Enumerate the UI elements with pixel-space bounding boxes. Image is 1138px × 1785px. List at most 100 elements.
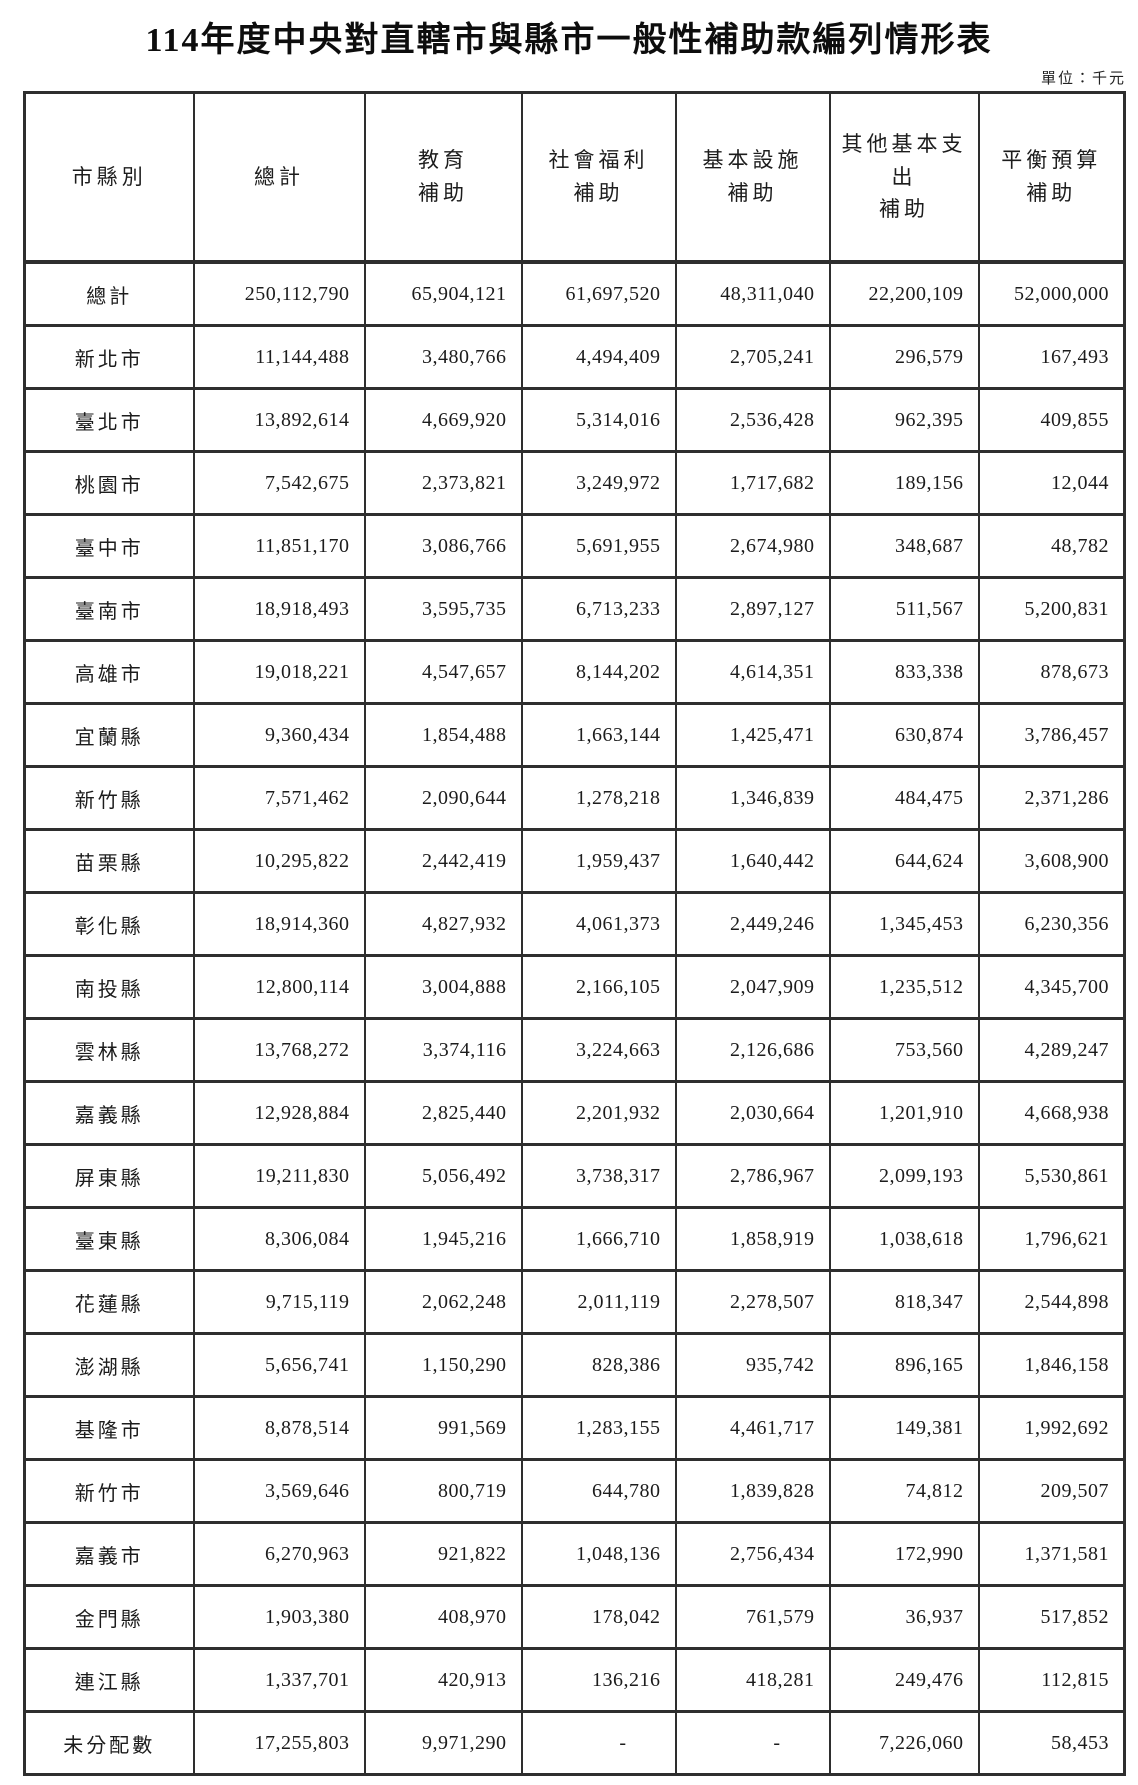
table-row: 南投縣 12,800,114 3,004,888 2,166,105 2,047,909… <box>23 954 1126 1020</box>
cell-value: 2,674,980 <box>674 513 831 579</box>
cell-value: 2,011,119 <box>520 1269 677 1335</box>
table-body: 總計 250,112,790 65,904,121 61,697,520 48,311,… <box>23 260 1126 1776</box>
row-label: 總計 <box>23 260 195 327</box>
cell-value: 4,461,717 <box>674 1395 831 1461</box>
cell-value: 178,042 <box>520 1584 677 1650</box>
table-row: 雲林縣 13,768,272 3,374,116 3,224,663 2,126,686… <box>23 1017 1126 1083</box>
cell-value: 61,697,520 <box>520 260 677 327</box>
row-label: 南投縣 <box>23 954 195 1020</box>
cell-value: 348,687 <box>828 513 980 579</box>
cell-value: 1,846,158 <box>977 1332 1126 1398</box>
cell-value: 2,201,932 <box>520 1080 677 1146</box>
cell-value: 2,544,898 <box>977 1269 1126 1335</box>
row-label: 基隆市 <box>23 1395 195 1461</box>
cell-value: 1,201,910 <box>828 1080 980 1146</box>
cell-value: 22,200,109 <box>828 260 980 327</box>
cell-value: 7,542,675 <box>192 450 366 516</box>
table-row: 基隆市 8,878,514 991,569 1,283,155 4,461,717 149… <box>23 1395 1126 1461</box>
row-label: 澎湖縣 <box>23 1332 195 1398</box>
table-row: 未分配數 17,255,803 9,971,290- -7,226,060 58,453 <box>23 1710 1126 1776</box>
cell-value: 1,959,437 <box>520 828 677 894</box>
row-label: 嘉義縣 <box>23 1080 195 1146</box>
cell-value: 2,536,428 <box>674 387 831 453</box>
cell-value: 484,475 <box>828 765 980 831</box>
cell-value: 9,715,119 <box>192 1269 366 1335</box>
cell-value: 12,044 <box>977 450 1126 516</box>
page-title: 114年度中央對直轄市與縣市一般性補助款編列情形表 <box>145 22 993 59</box>
table-row: 花蓮縣 9,715,119 2,062,248 2,011,119 2,278,507 8… <box>23 1269 1126 1335</box>
table-row: 新竹縣 7,571,462 2,090,644 1,278,218 1,346,839 4… <box>23 765 1126 831</box>
cell-value: 19,211,830 <box>192 1143 366 1209</box>
cell-value: 3,374,116 <box>363 1017 523 1083</box>
table-row: 澎湖縣 5,656,741 1,150,290 828,386 935,742 896,1… <box>23 1332 1126 1398</box>
cell-value: 2,825,440 <box>363 1080 523 1146</box>
row-label: 嘉義市 <box>23 1521 195 1587</box>
cell-value: 1,858,919 <box>674 1206 831 1272</box>
cell-value: 1,839,828 <box>674 1458 831 1524</box>
cell-value: 6,713,233 <box>520 576 677 642</box>
cell-value: 761,579 <box>674 1584 831 1650</box>
table-row: 臺東縣 8,306,084 1,945,216 1,666,710 1,858,919 1… <box>23 1206 1126 1272</box>
cell-value: 296,579 <box>828 324 980 390</box>
cell-value: 991,569 <box>363 1395 523 1461</box>
table-header-row: 市縣別 總計 教育 補助 社會福利 補助 基本設施 補助 其他基本支出 補助 平衡預算 補助 <box>23 91 1126 264</box>
cell-value: 3,086,766 <box>363 513 523 579</box>
column-header: 平衡預算 補助 <box>977 91 1126 264</box>
cell-value: 644,624 <box>828 828 980 894</box>
cell-value: 1,371,581 <box>977 1521 1126 1587</box>
row-label: 新竹縣 <box>23 765 195 831</box>
row-label: 臺東縣 <box>23 1206 195 1272</box>
cell-value: 1,992,692 <box>977 1395 1126 1461</box>
cell-value: 2,373,821 <box>363 450 523 516</box>
cell-value: 52,000,000 <box>977 260 1126 327</box>
unit-label: 單位：千元 <box>1040 71 1126 87</box>
cell-value: 48,782 <box>977 513 1126 579</box>
cell-value: 136,216 <box>520 1647 677 1713</box>
row-label: 臺北市 <box>23 387 195 453</box>
row-label: 桃園市 <box>23 450 195 516</box>
cell-value: 2,278,507 <box>674 1269 831 1335</box>
cell-value: 2,099,193 <box>828 1143 980 1209</box>
cell-value: 409,855 <box>977 387 1126 453</box>
cell-value: 249,476 <box>828 1647 980 1713</box>
row-label: 臺南市 <box>23 576 195 642</box>
cell-value: 250,112,790 <box>192 260 366 327</box>
cell-value: 1,666,710 <box>520 1206 677 1272</box>
cell-value: 1,854,488 <box>363 702 523 768</box>
cell-value: 149,381 <box>828 1395 980 1461</box>
cell-value: 7,571,462 <box>192 765 366 831</box>
cell-value: 3,786,457 <box>977 702 1126 768</box>
cell-value: 13,892,614 <box>192 387 366 453</box>
cell-value: 3,249,972 <box>520 450 677 516</box>
cell-value: 4,827,932 <box>363 891 523 957</box>
cell-value: 9,971,290 <box>363 1710 523 1776</box>
cell-value: 17,255,803 <box>192 1710 366 1776</box>
cell-value: 511,567 <box>828 576 980 642</box>
cell-value: 833,338 <box>828 639 980 705</box>
cell-value: 11,851,170 <box>192 513 366 579</box>
row-label: 彰化縣 <box>23 891 195 957</box>
table-row: 嘉義縣 12,928,884 2,825,440 2,201,932 2,030,664… <box>23 1080 1126 1146</box>
cell-value: 12,800,114 <box>192 954 366 1020</box>
table-row: 臺中市 11,851,170 3,086,766 5,691,955 2,674,980… <box>23 513 1126 579</box>
cell-value: 1,640,442 <box>674 828 831 894</box>
column-header: 總計 <box>192 91 366 264</box>
cell-value: 828,386 <box>520 1332 677 1398</box>
cell-value: 7,226,060 <box>828 1710 980 1776</box>
row-label: 未分配數 <box>23 1710 195 1776</box>
cell-value: 2,090,644 <box>363 765 523 831</box>
cell-value: 418,281 <box>674 1647 831 1713</box>
row-label: 新北市 <box>23 324 195 390</box>
cell-value: 921,822 <box>363 1521 523 1587</box>
table-row: 臺南市 18,918,493 3,595,735 6,713,233 2,897,127… <box>23 576 1126 642</box>
table-row: 桃園市 7,542,675 2,373,821 3,249,972 1,717,682 1… <box>23 450 1126 516</box>
cell-value: 4,494,409 <box>520 324 677 390</box>
cell-value: 4,345,700 <box>977 954 1126 1020</box>
cell-value: 5,314,016 <box>520 387 677 453</box>
cell-value: 2,371,286 <box>977 765 1126 831</box>
cell-value: 3,608,900 <box>977 828 1126 894</box>
cell-value: 1,038,618 <box>828 1206 980 1272</box>
cell-value: 2,047,909 <box>674 954 831 1020</box>
cell-value: 6,230,356 <box>977 891 1126 957</box>
table-row: 彰化縣 18,914,360 4,827,932 4,061,373 2,449,246… <box>23 891 1126 957</box>
